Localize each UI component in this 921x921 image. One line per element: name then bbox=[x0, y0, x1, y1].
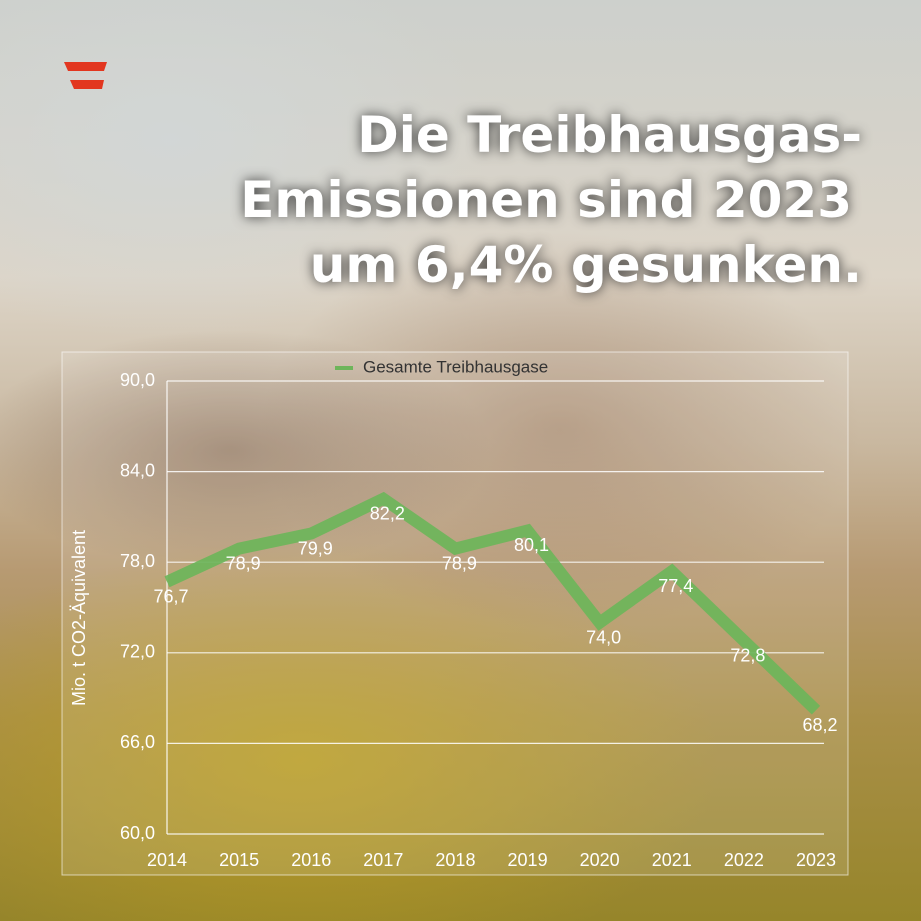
x-tick-label: 2021 bbox=[652, 850, 692, 870]
y-tick-label: 60,0 bbox=[120, 823, 155, 843]
x-tick-label: 2022 bbox=[724, 850, 764, 870]
data-label: 74,0 bbox=[586, 627, 621, 647]
y-tick-label: 84,0 bbox=[120, 460, 155, 480]
logo-bar bbox=[70, 80, 104, 89]
y-tick-label: 78,0 bbox=[120, 551, 155, 571]
data-label: 76,7 bbox=[153, 587, 188, 607]
y-axis-label: Mio. t CO2-Äquivalent bbox=[69, 530, 89, 706]
x-tick-label: 2015 bbox=[219, 850, 259, 870]
y-tick-label: 90,0 bbox=[120, 370, 155, 390]
data-label: 80,1 bbox=[514, 535, 549, 555]
legend-label: Gesamte Treibhausgase bbox=[363, 357, 548, 376]
title-line: um 6,4% gesunken. bbox=[310, 236, 862, 294]
x-tick-label: 2020 bbox=[580, 850, 620, 870]
x-tick-label: 2017 bbox=[363, 850, 403, 870]
title-line: Emissionen sind 2023 bbox=[240, 171, 852, 229]
logo bbox=[64, 62, 107, 89]
data-label: 77,4 bbox=[658, 576, 693, 596]
data-line bbox=[164, 491, 821, 715]
data-label: 78,9 bbox=[442, 553, 477, 573]
data-label: 79,9 bbox=[298, 538, 333, 558]
x-tick-label: 2019 bbox=[508, 850, 548, 870]
chart-area bbox=[61, 351, 849, 876]
x-tick-label: 2016 bbox=[291, 850, 331, 870]
x-tick-label: 2023 bbox=[796, 850, 836, 870]
data-label: 68,2 bbox=[802, 715, 837, 735]
x-tick-label: 2018 bbox=[435, 850, 475, 870]
data-label: 78,9 bbox=[226, 553, 261, 573]
y-tick-label: 72,0 bbox=[120, 642, 155, 662]
logo-bar bbox=[64, 62, 107, 71]
x-tick-label: 2014 bbox=[147, 850, 187, 870]
data-label: 82,2 bbox=[370, 504, 405, 524]
data-label: 72,8 bbox=[730, 645, 765, 665]
title-line: Die Treibhausgas- bbox=[357, 106, 862, 164]
y-tick-label: 66,0 bbox=[120, 732, 155, 752]
